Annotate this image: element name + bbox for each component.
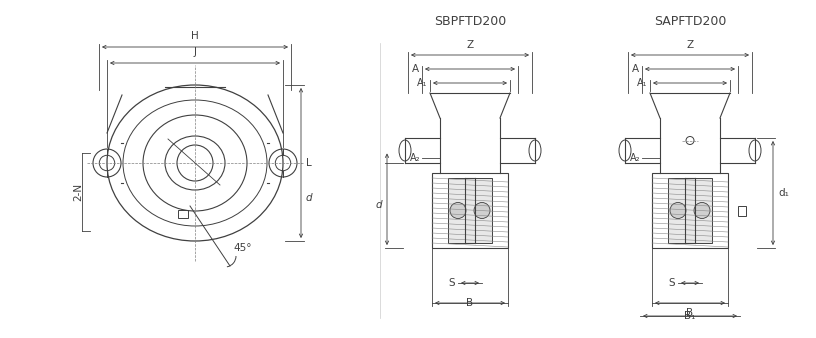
- Text: H: H: [191, 31, 199, 41]
- Circle shape: [474, 202, 490, 218]
- Text: J: J: [193, 47, 197, 57]
- Text: A₂: A₂: [629, 153, 640, 163]
- Circle shape: [450, 202, 466, 218]
- Text: d: d: [375, 200, 382, 211]
- Text: A: A: [632, 64, 639, 74]
- Text: 2-N: 2-N: [73, 183, 83, 201]
- Text: B: B: [686, 308, 694, 318]
- Text: d: d: [306, 193, 313, 203]
- Text: A₁: A₁: [636, 78, 647, 88]
- Circle shape: [670, 202, 686, 218]
- Text: Z: Z: [686, 40, 694, 50]
- Bar: [668, 178, 712, 243]
- Text: S: S: [668, 278, 675, 288]
- Bar: [178, 210, 188, 218]
- Text: A₂: A₂: [410, 153, 420, 163]
- Bar: [448, 178, 492, 243]
- Bar: [652, 173, 728, 248]
- Text: SAPFTD200: SAPFTD200: [654, 15, 726, 28]
- Bar: [432, 173, 508, 248]
- Text: A₁: A₁: [416, 78, 427, 88]
- Text: A: A: [412, 64, 419, 74]
- Text: d₁: d₁: [778, 188, 789, 198]
- Text: B₁: B₁: [685, 311, 696, 321]
- Text: 45°: 45°: [233, 243, 251, 253]
- Text: S: S: [448, 278, 455, 288]
- Text: B: B: [467, 298, 473, 308]
- Text: L: L: [306, 158, 312, 168]
- Text: SBPFTD200: SBPFTD200: [434, 15, 506, 28]
- Circle shape: [694, 202, 710, 218]
- Text: Z: Z: [467, 40, 473, 50]
- Bar: [738, 206, 746, 216]
